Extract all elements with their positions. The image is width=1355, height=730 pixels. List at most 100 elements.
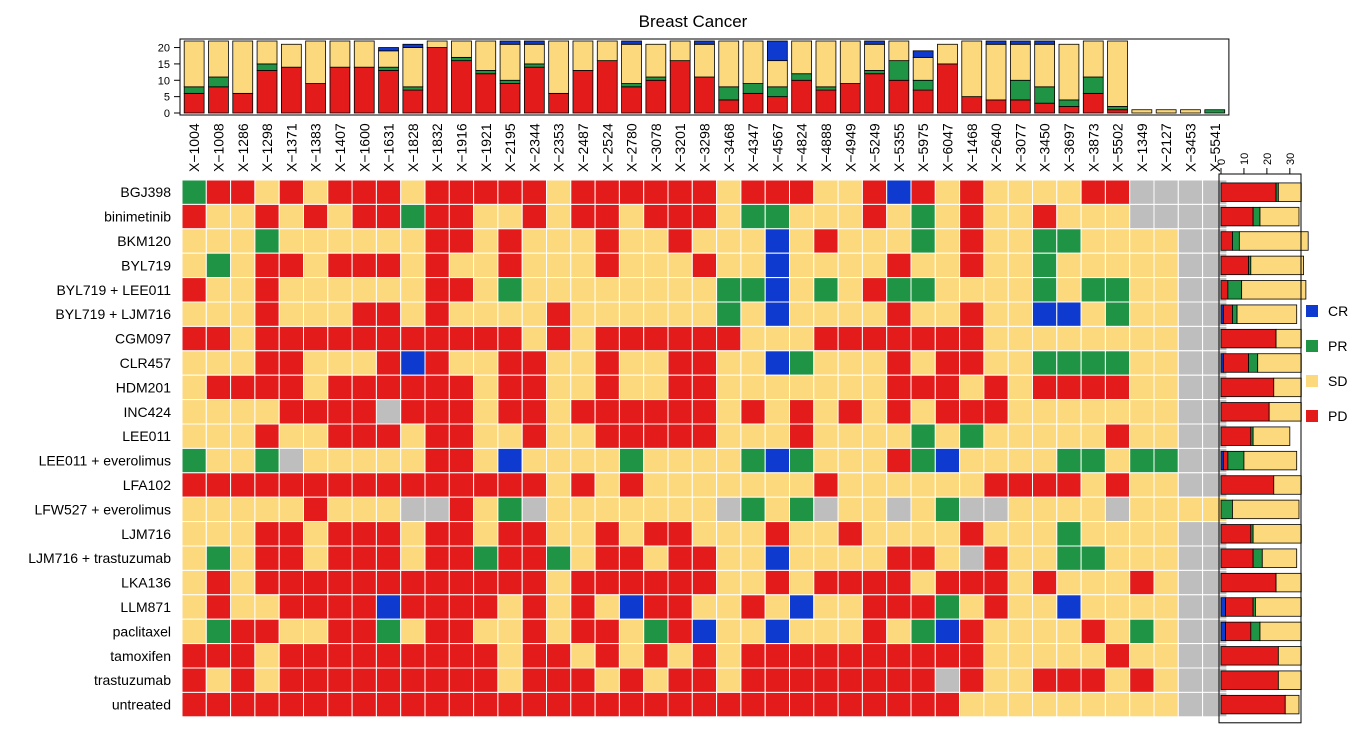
- heatmap-cell: [643, 618, 669, 645]
- heatmap-cell: [473, 301, 499, 327]
- heatmap-cell: [1056, 447, 1082, 474]
- treatment-label: LFA102: [123, 477, 171, 493]
- top-bar-segment: [1009, 43, 1031, 81]
- heatmap-cell: [594, 496, 620, 523]
- heatmap-cell: [716, 521, 742, 547]
- heatmap-cell: [886, 228, 912, 254]
- heatmap-cell: [691, 325, 718, 352]
- side-bar-segment: [1241, 280, 1307, 300]
- side-bar-segment: [1220, 621, 1226, 642]
- heatmap-cell: [278, 203, 305, 230]
- top-bar-segment: [232, 40, 254, 94]
- heatmap-cell: [861, 643, 888, 669]
- heatmap-cell: [254, 228, 280, 254]
- top-bar-segment: [888, 40, 910, 62]
- top-bar-segment: [961, 96, 983, 114]
- heatmap-cell: [205, 472, 232, 498]
- heatmap-cell: [983, 447, 1009, 474]
- heatmap-cell: [1032, 301, 1058, 327]
- heatmap-cell: [740, 496, 766, 523]
- heatmap-cell: [691, 350, 718, 376]
- heatmap-cell: [594, 252, 620, 279]
- top-bar-segment: [1204, 109, 1226, 114]
- heatmap-cell: [205, 301, 232, 327]
- heatmap-cell: [448, 423, 475, 449]
- heatmap-cell: [1032, 643, 1058, 669]
- heatmap-cell: [303, 691, 329, 718]
- heatmap-cell: [789, 691, 815, 718]
- heatmap-cell: [521, 228, 548, 254]
- side-bar-segment: [1227, 280, 1243, 300]
- heatmap-cell: [327, 203, 353, 230]
- heatmap-cell: [1007, 374, 1034, 401]
- heatmap-cell: [546, 277, 572, 303]
- heatmap-cell: [278, 569, 305, 596]
- heatmap-cell: [400, 252, 426, 279]
- heatmap-cell: [473, 203, 499, 230]
- heatmap-cell: [910, 228, 936, 254]
- model-label: X−2195: [502, 123, 518, 172]
- top-bar-segment: [621, 43, 642, 84]
- model-label: X−3077: [1012, 123, 1028, 172]
- heatmap-cell: [813, 277, 839, 303]
- heatmap-cell: [910, 691, 936, 718]
- heatmap-cell: [983, 472, 1009, 498]
- heatmap-cell: [789, 374, 815, 401]
- heatmap-cell: [934, 325, 961, 352]
- heatmap-cell: [424, 301, 450, 327]
- heatmap-cell: [1056, 569, 1082, 596]
- heatmap-cell: [667, 691, 693, 718]
- top-bar-segment: [766, 86, 788, 98]
- top-bar-segment: [766, 60, 788, 88]
- heatmap-cell: [1153, 643, 1179, 669]
- heatmap-cell: [1177, 399, 1204, 425]
- heatmap-cell: [667, 399, 693, 425]
- top-bar-segment: [645, 76, 667, 81]
- heatmap-cell: [740, 447, 766, 474]
- heatmap-cell: [400, 423, 426, 449]
- heatmap-cell: [278, 423, 305, 449]
- heatmap-cell: [740, 423, 766, 449]
- treatment-label: BKM120: [117, 233, 171, 249]
- top-bar-segment: [475, 40, 497, 71]
- heatmap-cell: [1129, 179, 1155, 205]
- heatmap-cell: [278, 325, 305, 352]
- heatmap-cell: [643, 472, 669, 498]
- top-bar-segment: [499, 43, 521, 81]
- heatmap-cell: [400, 691, 426, 718]
- heatmap-cell: [837, 203, 863, 230]
- model-label: X−1349: [1134, 123, 1150, 172]
- heatmap-cell: [861, 179, 888, 205]
- heatmap-cell: [813, 203, 839, 230]
- top-bar-segment: [864, 73, 885, 114]
- heatmap-cell: [764, 203, 791, 230]
- top-bar-segment: [1009, 40, 1031, 45]
- heatmap-cell: [424, 350, 450, 376]
- heatmap-cell: [375, 643, 402, 669]
- top-bar-segment: [645, 79, 667, 114]
- heatmap-cell: [1153, 374, 1179, 401]
- heatmap-cell: [1080, 203, 1106, 230]
- heatmap-cell: [497, 496, 523, 523]
- side-bar-segment: [1250, 621, 1261, 642]
- heatmap-cell: [205, 350, 232, 376]
- model-label: X−6047: [939, 123, 955, 172]
- heatmap-cell: [570, 179, 596, 205]
- heatmap-cell: [813, 179, 839, 205]
- model-label: X−1921: [478, 123, 494, 172]
- heatmap-cell: [934, 643, 961, 669]
- heatmap-cell: [813, 252, 839, 279]
- top-bar-segment: [378, 66, 399, 71]
- heatmap-cell: [740, 203, 766, 230]
- heatmap-cell: [789, 447, 815, 474]
- heatmap-cell: [764, 277, 791, 303]
- heatmap-cell: [424, 374, 450, 401]
- side-bar-segment: [1273, 475, 1302, 495]
- side-bar-segment: [1220, 402, 1270, 422]
- heatmap-cell: [1032, 594, 1058, 620]
- heatmap-cell: [740, 569, 766, 596]
- heatmap-cell: [400, 447, 426, 474]
- heatmap-cell: [327, 399, 353, 425]
- top-bar-segment: [256, 40, 278, 65]
- heatmap-cell: [643, 569, 669, 596]
